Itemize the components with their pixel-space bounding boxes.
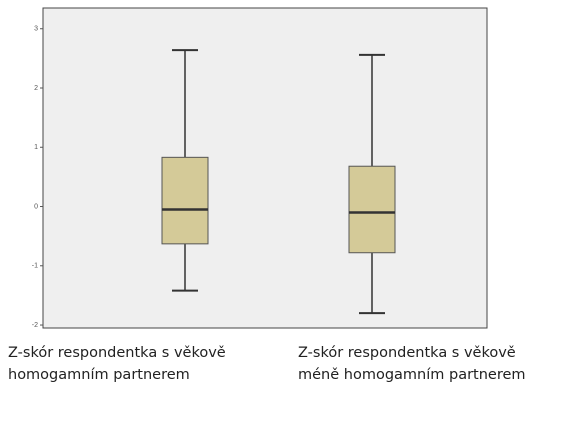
y-tick-label: 3 (34, 26, 38, 33)
x-tick-label: Z-skór respondentka s věkově méně homoga… (298, 345, 526, 383)
box (161, 156, 209, 245)
chart: 3 2 1 0 -1 -2 (32, 7, 488, 329)
x-tick-label: Z-skór respondentka s věkově homogamním … (8, 345, 226, 383)
y-tick-label: 2 (34, 85, 38, 92)
plot-area (42, 7, 488, 329)
y-tick-label: -2 (32, 322, 38, 329)
y-tick-label: -1 (32, 263, 38, 270)
y-tick-label: 1 (34, 144, 38, 151)
box (348, 165, 396, 254)
y-tick-label: 0 (34, 203, 38, 210)
